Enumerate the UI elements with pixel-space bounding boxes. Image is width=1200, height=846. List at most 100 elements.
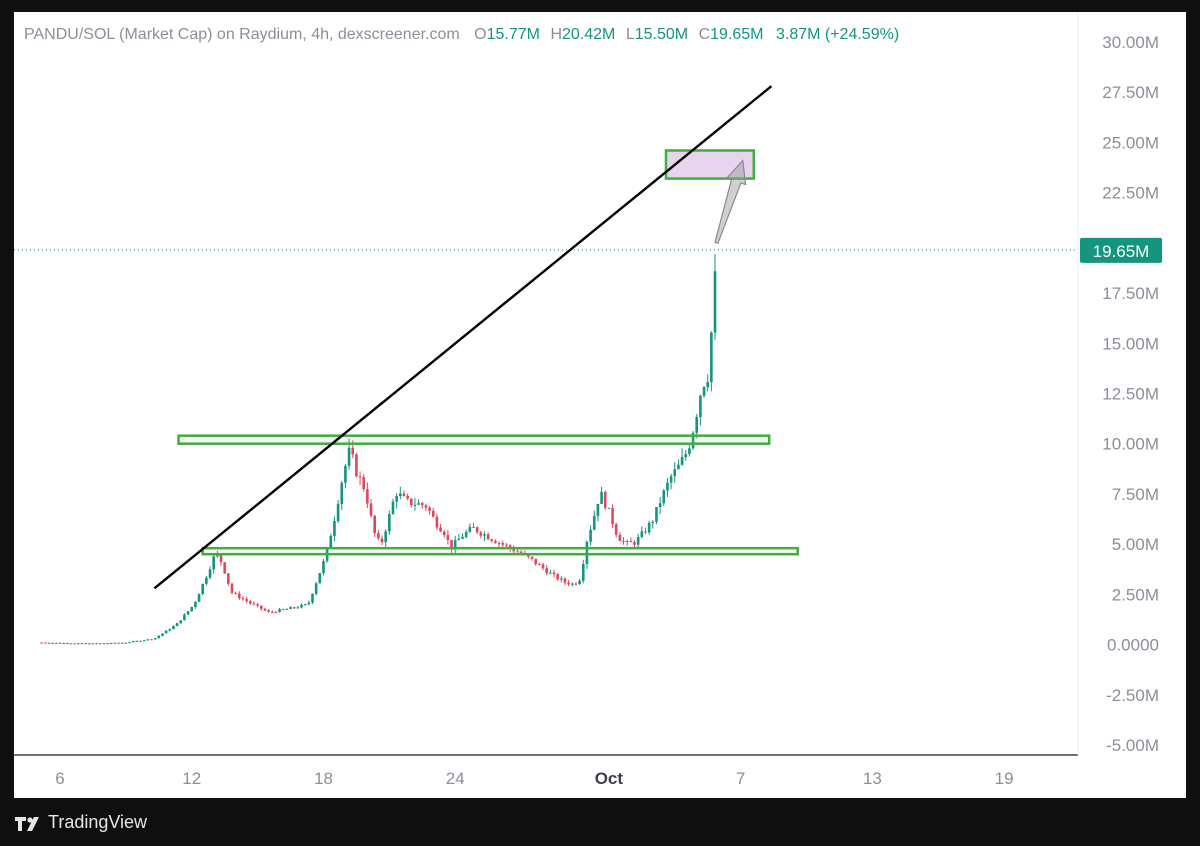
- candle-body: [238, 593, 241, 599]
- candle-body: [570, 583, 574, 585]
- candle-body: [655, 507, 658, 523]
- candle-body: [146, 639, 150, 641]
- candle-body: [439, 527, 442, 532]
- low-label: L: [625, 26, 635, 43]
- candle-body: [640, 531, 644, 538]
- candle-body: [212, 556, 215, 570]
- candle-body: [391, 501, 395, 515]
- candle-body: [713, 271, 717, 333]
- candle-body: [201, 583, 205, 594]
- candle-body: [662, 490, 666, 504]
- low-value: 15.50M: [634, 26, 689, 43]
- candle-body: [512, 548, 516, 552]
- candle-body: [538, 564, 541, 566]
- candle-body: [128, 642, 131, 644]
- brand-name: TradingView: [48, 812, 148, 832]
- candle-body: [117, 642, 120, 644]
- candle-body: [699, 395, 702, 418]
- candle-body: [109, 643, 113, 645]
- candle-body: [76, 643, 80, 645]
- candle-body: [530, 556, 534, 559]
- candle-body: [450, 539, 453, 550]
- candle-body: [223, 562, 226, 574]
- open-value: 15.77M: [486, 26, 540, 43]
- candle-body: [296, 607, 300, 609]
- candle-body: [384, 531, 387, 543]
- candle-body: [120, 642, 124, 644]
- candle-body: [80, 643, 84, 645]
- candle-body: [453, 540, 457, 550]
- candle-body: [205, 577, 208, 584]
- x-tick-label: 12: [182, 769, 201, 788]
- candle-body: [603, 491, 607, 508]
- y-tick-label: 30.00M: [1102, 33, 1159, 52]
- candle-body: [611, 507, 614, 525]
- candle-body: [688, 448, 691, 455]
- candle-body: [622, 540, 625, 542]
- candle-body: [135, 640, 139, 642]
- last-price-label: 19.65M: [1093, 242, 1150, 261]
- candle-body: [355, 454, 358, 477]
- candle-body: [157, 635, 161, 639]
- candle-body: [545, 568, 548, 574]
- candle-body: [252, 603, 256, 605]
- candle-body: [47, 642, 51, 644]
- candle-body: [69, 643, 73, 645]
- candle-body: [208, 569, 212, 578]
- last-price-tag: [1080, 237, 1162, 263]
- candle-body: [636, 537, 640, 545]
- candle-body: [98, 643, 102, 645]
- candle-body: [560, 578, 563, 580]
- candle-body: [607, 507, 611, 509]
- candle-body: [413, 504, 417, 506]
- y-tick-label: 22.50M: [1102, 184, 1159, 203]
- y-tick-label: 15.00M: [1102, 334, 1159, 353]
- candle-body: [106, 643, 109, 645]
- candle-body: [87, 643, 91, 645]
- candle-body: [259, 605, 263, 609]
- projection-arrow: [714, 159, 747, 245]
- candle-body: [333, 521, 336, 536]
- candle-body: [336, 503, 340, 522]
- candle-body: [549, 572, 552, 574]
- candle-body: [175, 623, 179, 627]
- candle-body: [40, 642, 44, 644]
- price-chart[interactable]: -5.00M -2.50M 0.0000 2.50M 5.00M 7.50M 10.00M 1…: [14, 12, 1186, 798]
- candle-body: [706, 382, 709, 388]
- chart-panel: -5.00M -2.50M 0.0000 2.50M 5.00M 7.50M 10.00M 1…: [14, 12, 1186, 798]
- candle-body: [589, 529, 592, 542]
- candle-body: [55, 642, 58, 644]
- candle-body: [446, 535, 450, 540]
- candle-body: [278, 609, 281, 613]
- high-value: 20.42M: [562, 26, 616, 43]
- candle-body: [614, 524, 618, 535]
- candle-body: [428, 507, 431, 511]
- candle-body: [464, 531, 468, 537]
- candle-body: [270, 611, 274, 613]
- x-tick-label: Oct: [595, 769, 624, 788]
- tradingview-brand[interactable]: TradingView: [14, 812, 147, 833]
- candle-body: [234, 592, 237, 594]
- candle-body: [457, 538, 461, 541]
- candle-body: [322, 560, 325, 574]
- candle-body: [702, 387, 706, 396]
- candle-body: [285, 609, 289, 611]
- candle-body: [289, 607, 292, 610]
- candle-body: [600, 491, 603, 504]
- candle-body: [281, 609, 285, 611]
- x-tick-label: 24: [446, 769, 465, 788]
- candle-body: [519, 551, 523, 554]
- candle-body: [227, 573, 230, 584]
- candle-body: [373, 515, 376, 534]
- candle-body: [567, 582, 570, 585]
- candle-body: [377, 533, 380, 539]
- candle-body: [633, 542, 636, 545]
- y-tick-label: 25.00M: [1102, 133, 1159, 152]
- candle-body: [461, 536, 464, 539]
- candle-body: [402, 493, 406, 496]
- candle-body: [677, 464, 680, 470]
- ascending-trendline: [153, 85, 773, 590]
- candle-body: [666, 482, 669, 491]
- candle-body: [592, 515, 596, 530]
- candle-body: [219, 553, 223, 563]
